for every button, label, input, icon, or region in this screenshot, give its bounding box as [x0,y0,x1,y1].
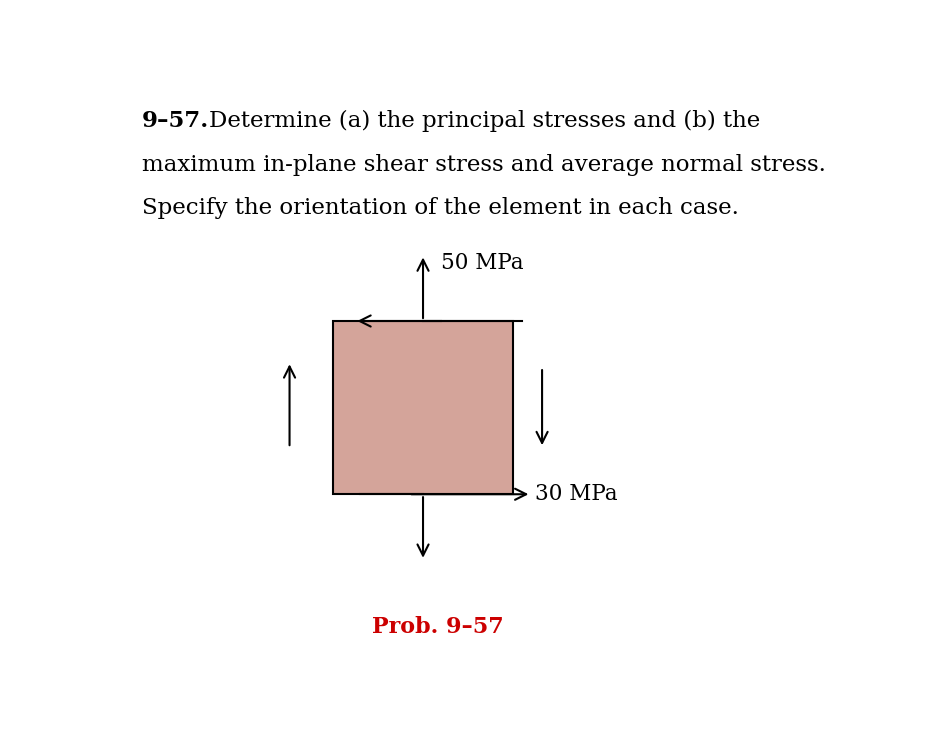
Text: 50 MPa: 50 MPa [441,252,523,274]
Text: Specify the orientation of the element in each case.: Specify the orientation of the element i… [142,196,738,219]
Text: 30 MPa: 30 MPa [534,483,617,506]
Bar [333,321,513,494]
Text: 9–57.: 9–57. [142,110,209,132]
Text: Determine (a) the principal stresses and (b) the: Determine (a) the principal stresses and… [209,110,760,132]
Text: Prob. 9–57: Prob. 9–57 [371,616,504,638]
Text: maximum in-plane shear stress and average normal stress.: maximum in-plane shear stress and averag… [142,154,826,176]
